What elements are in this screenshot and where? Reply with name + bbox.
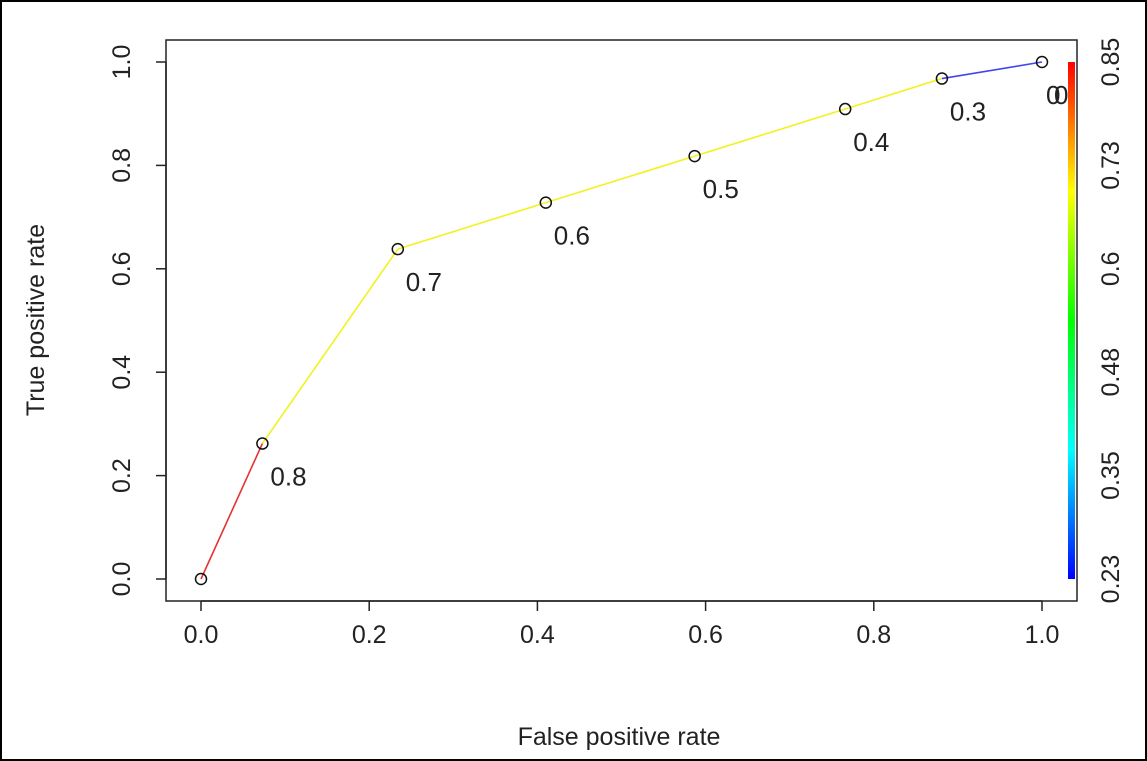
y-tick-label: 1.0 bbox=[108, 45, 136, 80]
x-tick-label: 0.8 bbox=[856, 621, 891, 649]
cutoff-label: 0.6 bbox=[554, 221, 590, 251]
cutoff-label: 0.5 bbox=[703, 174, 739, 204]
roc-point bbox=[539, 196, 553, 209]
y-tick-label: 0.4 bbox=[108, 355, 136, 390]
x-tick-label: 0.6 bbox=[688, 621, 723, 649]
y-axis: 0.0 0.2 0.4 0.6 0.8 1.0 bbox=[108, 45, 167, 597]
cutoff-label: 0 bbox=[1046, 80, 1060, 110]
cutoff-label: 0.7 bbox=[406, 267, 442, 297]
roc-point bbox=[256, 437, 269, 450]
colorbar: 0.23 0.35 0.48 0.6 0.73 0.85 bbox=[1068, 38, 1125, 604]
roc-segment bbox=[694, 108, 846, 157]
roc-point bbox=[838, 102, 852, 116]
cutoff-label: 0.8 bbox=[270, 462, 306, 492]
y-tick-label: 0.2 bbox=[108, 458, 136, 493]
x-tick-label: 0.0 bbox=[184, 621, 219, 649]
x-axis-title: False positive rate bbox=[518, 723, 721, 751]
colorbar-tick-label: 0.73 bbox=[1097, 141, 1125, 190]
cutoff-labels: 0.8 0.7 0.6 0.5 0.4 0.3 00 bbox=[270, 80, 1068, 492]
colorbar-tick-label: 0.23 bbox=[1097, 555, 1125, 604]
y-tick-label: 0.8 bbox=[108, 148, 136, 183]
roc-points bbox=[194, 55, 1049, 586]
x-axis: 0.0 0.2 0.4 0.6 0.8 1.0 bbox=[184, 600, 1060, 649]
roc-point bbox=[935, 72, 949, 85]
colorbar-tick-label: 0.6 bbox=[1097, 251, 1125, 286]
roc-point bbox=[688, 149, 701, 163]
cutoff-label: 0.3 bbox=[950, 97, 986, 127]
x-tick-label: 1.0 bbox=[1025, 621, 1060, 649]
x-tick-label: 0.4 bbox=[520, 621, 555, 649]
roc-point bbox=[391, 242, 405, 256]
y-tick-label: 0.6 bbox=[108, 251, 136, 286]
y-axis-title: True positive rate bbox=[22, 224, 50, 416]
colorbar-gradient bbox=[1068, 62, 1075, 579]
roc-segment bbox=[941, 61, 1043, 80]
colorbar-tick-label: 0.35 bbox=[1097, 451, 1125, 500]
x-tick-label: 0.2 bbox=[352, 621, 387, 649]
roc-segment bbox=[844, 77, 943, 110]
colorbar-tick-label: 0.85 bbox=[1097, 38, 1125, 87]
cutoff-label-overlap: 0 bbox=[1054, 80, 1068, 110]
roc-segment bbox=[261, 248, 399, 445]
cutoff-label: 0.4 bbox=[853, 127, 889, 157]
roc-segment bbox=[397, 201, 547, 250]
plot-area-border bbox=[165, 39, 1078, 602]
roc-curve bbox=[200, 61, 1043, 580]
colorbar-tick-label: 0.48 bbox=[1097, 348, 1125, 397]
roc-segment bbox=[200, 443, 264, 580]
roc-point bbox=[194, 572, 208, 586]
y-tick-label: 0.0 bbox=[108, 562, 136, 597]
roc-segment bbox=[545, 155, 695, 204]
roc-point bbox=[1035, 55, 1049, 69]
